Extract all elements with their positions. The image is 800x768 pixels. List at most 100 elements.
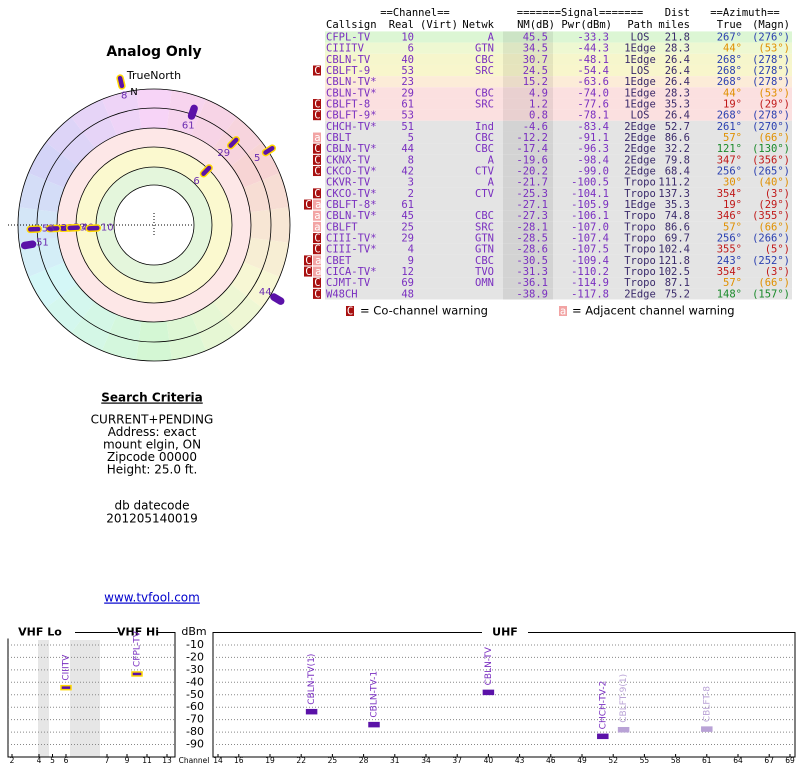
cell-miles: 26.4 xyxy=(665,110,690,122)
x-tick-label: 22 xyxy=(296,756,306,765)
rainbow-sector xyxy=(71,302,117,351)
warning-flag: C xyxy=(314,233,324,245)
cell-miles: 137.3 xyxy=(658,188,690,200)
cell-callsign: CKCO-TV* xyxy=(326,166,377,178)
cell-real: 23 xyxy=(401,76,414,88)
cell-true: 355° xyxy=(717,244,742,256)
nm-column-shade xyxy=(503,143,553,155)
row-background xyxy=(325,109,792,121)
cell-real: 29 xyxy=(401,233,414,245)
cell-miles: 86.6 xyxy=(665,132,690,144)
cell-path: Tropo xyxy=(624,244,656,256)
cell-real: 40 xyxy=(401,54,414,66)
cell-magn: (53°) xyxy=(758,87,790,99)
cell-true: 57° xyxy=(723,132,742,144)
nm-column-shade xyxy=(503,120,553,132)
station-marker xyxy=(20,240,37,250)
cell-miles: 21.8 xyxy=(665,32,690,44)
cell-callsign: CBLT xyxy=(326,132,352,144)
cell-nm: -28.6 xyxy=(516,244,548,256)
x-tick-label: 64 xyxy=(733,756,743,765)
warning-flag: C xyxy=(314,288,324,300)
cell-miles: 32.2 xyxy=(665,143,690,155)
x-tick-label: 14 xyxy=(213,756,223,765)
section-label-bg xyxy=(5,626,75,639)
rainbow-sector xyxy=(46,284,95,333)
cell-pwr: -96.3 xyxy=(577,143,609,155)
cell-true: 256° xyxy=(717,166,742,178)
rainbow-sector xyxy=(46,117,95,166)
cell-pwr: -105.9 xyxy=(571,199,609,211)
warning-box xyxy=(313,199,321,210)
cell-pwr: -107.5 xyxy=(571,244,609,256)
column-header: Netwk xyxy=(462,19,494,31)
column-header: miles xyxy=(658,19,690,31)
rainbow-sector xyxy=(18,207,58,243)
row-background xyxy=(325,154,792,166)
rainbow-sector xyxy=(136,321,172,361)
station-label: 10 xyxy=(101,222,114,233)
station-label: 5 xyxy=(254,153,260,164)
site-link[interactable]: www.tvfool.com xyxy=(104,591,200,605)
nm-column-shade xyxy=(503,165,553,177)
cell-real: 4 xyxy=(408,244,414,256)
cell-path: 1Edge xyxy=(624,43,656,55)
cell-magn: (3°) xyxy=(765,266,790,278)
cell-path: 2Edge xyxy=(624,154,656,166)
rainbow-sector xyxy=(231,262,280,308)
signal-marker xyxy=(368,721,380,728)
legend-symbol: C xyxy=(347,306,353,318)
signal-marker xyxy=(60,684,72,691)
cell-magn: (3°) xyxy=(765,188,790,200)
search-title: Search Criteria xyxy=(101,391,202,405)
cell-netwk: CBC xyxy=(475,132,494,144)
legend-text: = Adjacent channel warning xyxy=(572,304,735,318)
signal-label: CHCH-TV-2 xyxy=(598,681,608,730)
site-link-text[interactable]: www.tvfool.com xyxy=(104,591,200,605)
cell-true: 256° xyxy=(717,233,742,245)
row-background xyxy=(325,176,792,188)
row-background xyxy=(325,98,792,110)
datecode-label: db datecode xyxy=(114,499,189,513)
cell-pwr: -104.1 xyxy=(571,188,609,200)
legend-box xyxy=(559,306,567,316)
warning-box xyxy=(313,65,321,76)
cell-real: 51 xyxy=(401,121,414,133)
cell-true: 347° xyxy=(717,154,742,166)
warning-flag: C xyxy=(314,188,324,200)
cell-callsign: CBLN-TV* xyxy=(326,143,377,155)
section-label-bg xyxy=(118,626,158,639)
cell-magn: (355°) xyxy=(752,210,790,222)
signal-label: CBLFT-9(1) xyxy=(619,674,629,723)
cell-magn: (265°) xyxy=(752,166,790,178)
station-marker xyxy=(261,144,276,157)
cell-netwk: GTN xyxy=(475,233,494,245)
group-header: ==Channel== xyxy=(380,7,450,19)
signal-marker xyxy=(305,708,318,715)
nm-column-shade xyxy=(503,243,553,255)
cell-real: 42 xyxy=(401,166,414,178)
warning-box xyxy=(313,277,321,288)
cell-miles: 26.4 xyxy=(665,65,690,77)
cell-nm: -12.2 xyxy=(516,132,548,144)
warning-box xyxy=(304,266,312,277)
cell-miles: 111.2 xyxy=(658,177,690,189)
cell-magn: (278°) xyxy=(752,76,790,88)
cell-magn: (66°) xyxy=(758,277,790,289)
cell-netwk: SRC xyxy=(475,65,494,77)
cell-pwr: -63.6 xyxy=(577,76,609,88)
row-background xyxy=(325,254,792,266)
signal-label: CBLN-TV-1 xyxy=(370,671,380,718)
cell-path: Tropo xyxy=(624,233,656,245)
x-tick-label: 49 xyxy=(577,756,587,765)
cell-nm: -20.2 xyxy=(516,166,548,178)
cell-true: 30° xyxy=(723,177,742,189)
warning-box xyxy=(313,132,321,143)
station-marker xyxy=(116,74,126,90)
cell-true: 354° xyxy=(717,188,742,200)
cell-miles: 68.4 xyxy=(665,166,690,178)
cell-true: 148° xyxy=(717,288,742,300)
x-tick-label: 6 xyxy=(64,756,69,765)
column-header: (Magn) xyxy=(752,19,790,31)
